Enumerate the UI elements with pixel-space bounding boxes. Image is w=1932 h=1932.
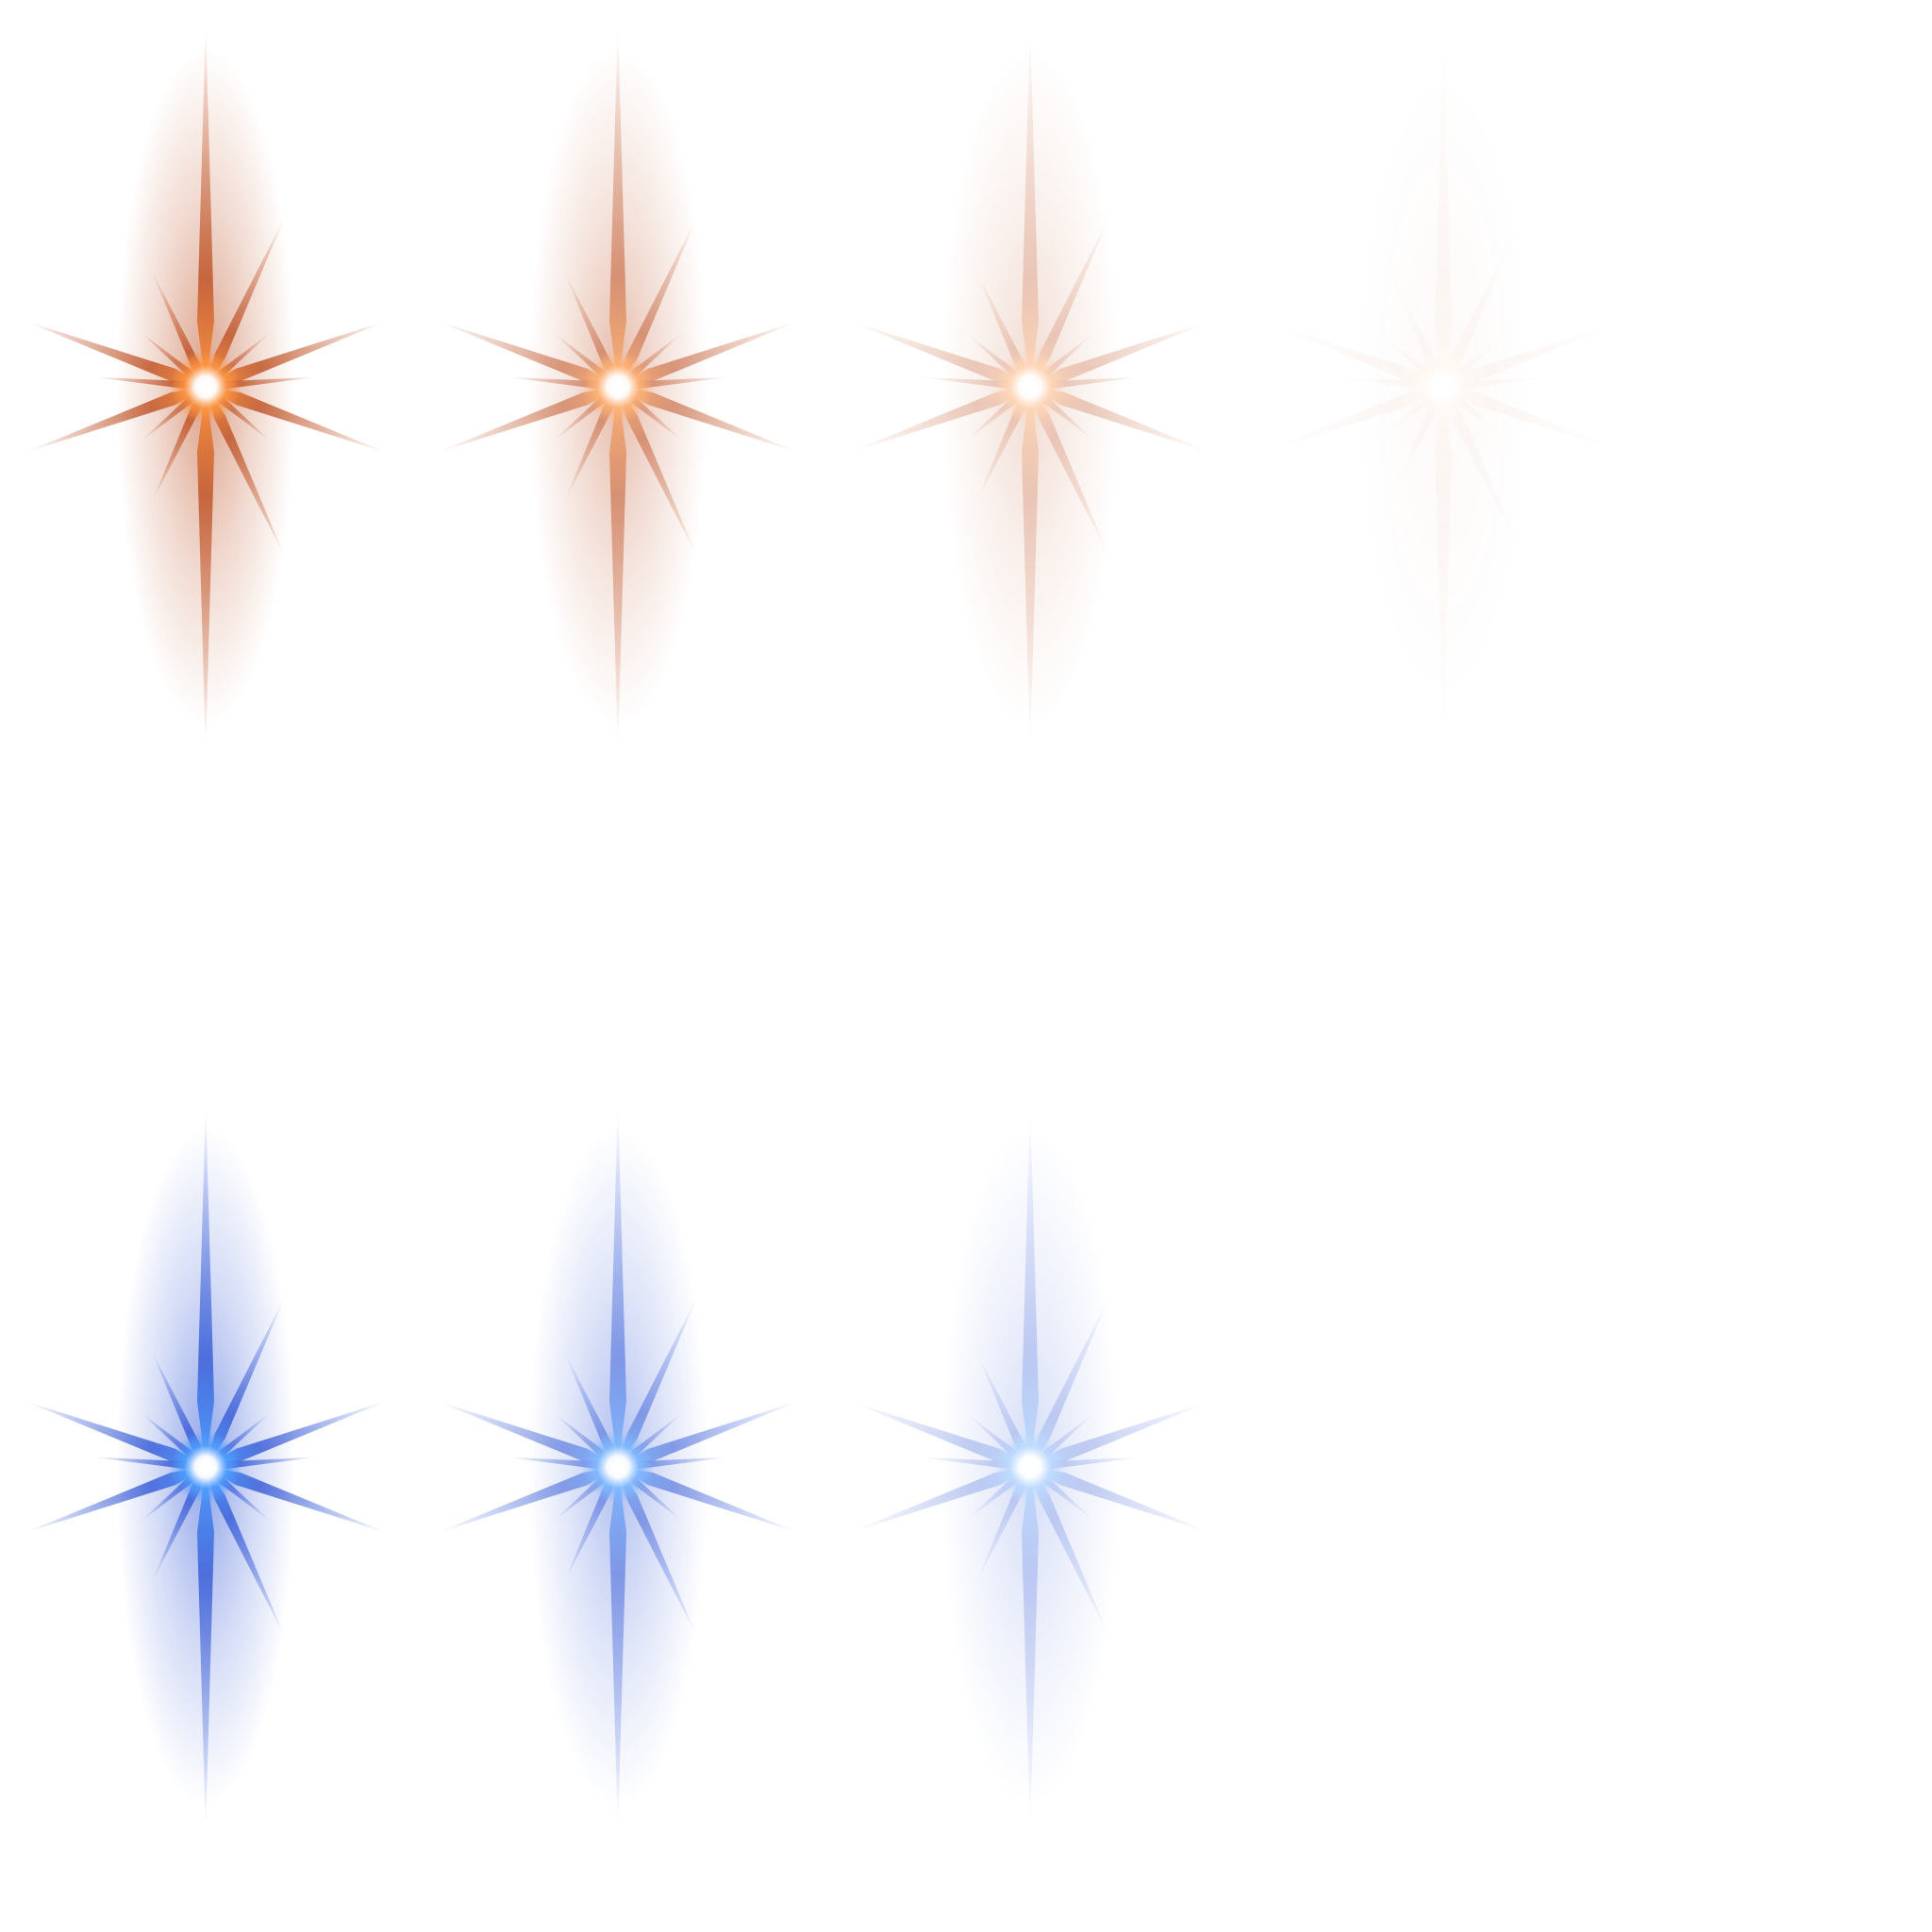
sparkle-spike — [1261, 387, 1443, 454]
sparkle-spike — [618, 320, 800, 387]
sparkle-spike — [436, 320, 618, 387]
sparkle-spike — [436, 1400, 618, 1467]
sparkle-spike — [618, 215, 698, 387]
sparkle-core — [1407, 351, 1479, 423]
sparkle-spike — [206, 1400, 388, 1467]
sparkle-spike — [609, 1467, 626, 1830]
sparkle-spike — [848, 1467, 1030, 1534]
sparkle-spike — [206, 1467, 286, 1639]
sparkle-spike — [1443, 387, 1625, 454]
sparkle-spike — [848, 1400, 1030, 1467]
sparkle-spike — [609, 24, 626, 387]
sparkle-spike — [197, 1467, 214, 1830]
sparkle-spike — [1022, 1104, 1039, 1467]
sparkle-spike — [206, 387, 286, 558]
sparkle-orange-frame-1 — [24, 24, 388, 750]
sparkle-blue-frame-1 — [24, 1104, 388, 1830]
sparkle-spike — [1030, 1400, 1212, 1467]
sparkle-spike — [1022, 24, 1039, 387]
sparkle-core — [994, 1431, 1066, 1503]
sparkle-spike — [1030, 387, 1212, 454]
sparkle-spike — [206, 1295, 286, 1467]
sparkle-spike — [1030, 215, 1110, 387]
sparkle-spike — [206, 1467, 388, 1534]
sparkle-spike — [206, 215, 286, 387]
sparkle-center — [1024, 1460, 1037, 1474]
sparkle-spike — [1261, 320, 1443, 387]
sparkle-center — [199, 380, 212, 393]
sparkle-spike — [197, 387, 214, 750]
sparkle-spike — [1443, 215, 1524, 387]
sparkle-spike — [1030, 1467, 1212, 1534]
sparkle-spike — [609, 1104, 626, 1467]
sparkle-spike — [618, 387, 800, 454]
sparkle-spike — [848, 387, 1030, 454]
sparkle-spike — [1030, 320, 1212, 387]
sparkle-spike — [1030, 1467, 1110, 1639]
sparkle-blue-frame-2 — [436, 1104, 800, 1830]
sparkle-spike — [618, 387, 698, 558]
sparkle-spike — [1030, 1295, 1110, 1467]
sparkle-core — [994, 351, 1066, 423]
sparkle-spike — [206, 387, 388, 454]
sparkle-orange-frame-3 — [848, 24, 1212, 750]
sparkle-spike — [24, 387, 206, 454]
sparkle-spike — [848, 320, 1030, 387]
sparkle-orange-frame-2 — [436, 24, 800, 750]
sparkle-spike — [618, 1467, 698, 1639]
sparkle-spike — [197, 1104, 214, 1467]
sparkle-spike — [1435, 24, 1452, 387]
sparkle-spike — [436, 387, 618, 454]
sparkle-spike — [1030, 387, 1110, 558]
sparkle-spike — [1435, 387, 1452, 750]
sparkle-spike — [609, 387, 626, 750]
sparkle-center — [199, 1460, 212, 1474]
sparkle-spike — [24, 1400, 206, 1467]
sparkle-center — [1437, 380, 1450, 393]
sparkle-spike — [206, 320, 388, 387]
sparkle-spike — [1022, 1467, 1039, 1830]
sparkle-spike — [618, 1467, 800, 1534]
sparkle-center — [611, 380, 625, 393]
sparkle-blue-frame-3 — [848, 1104, 1212, 1830]
sparkle-center — [1024, 380, 1037, 393]
sparkle-spike — [618, 1295, 698, 1467]
sparkle-orange-frame-4 — [1261, 24, 1625, 750]
sparkle-spike — [24, 320, 206, 387]
sparkle-spike — [436, 1467, 618, 1534]
sparkle-spike — [1443, 320, 1625, 387]
sparkle-spike — [1022, 387, 1039, 750]
sparkle-spike — [618, 1400, 800, 1467]
sparkle-center — [611, 1460, 625, 1474]
sparkle-spike — [197, 24, 214, 387]
sparkle-spike — [24, 1467, 206, 1534]
sparkle-spike — [1443, 387, 1524, 558]
